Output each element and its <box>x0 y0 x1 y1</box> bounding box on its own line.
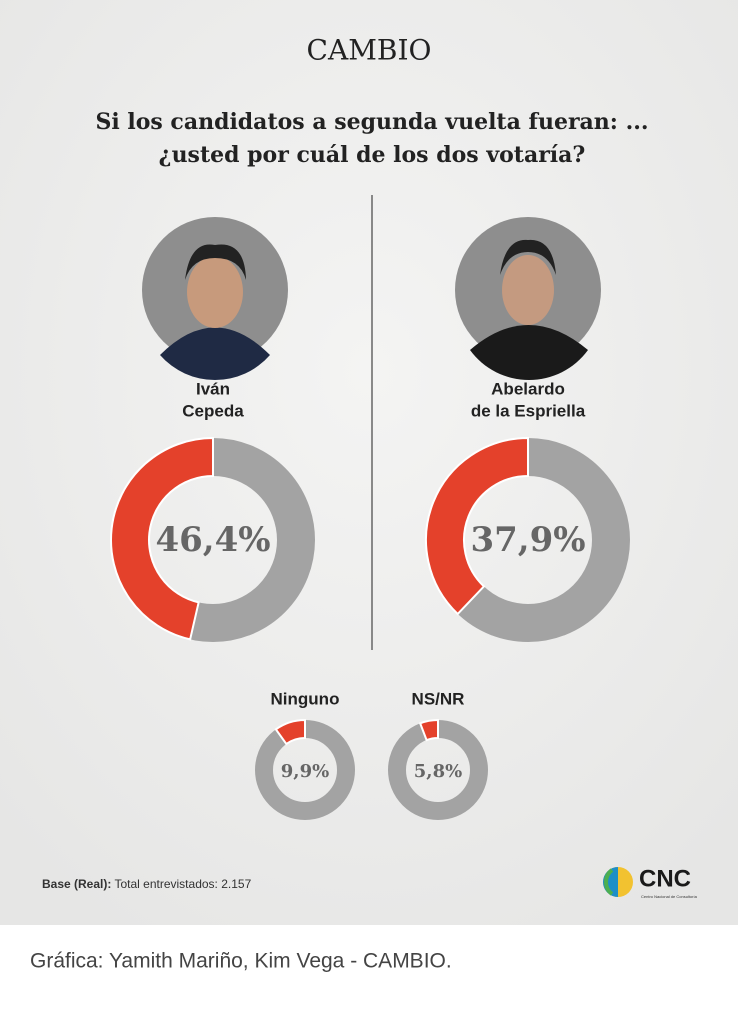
photo <box>455 217 601 381</box>
donut-label: NS/NR <box>412 689 465 708</box>
donut-label: Ninguno <box>271 689 340 708</box>
logo: CNC Centro Nacional de Consultoría <box>603 865 698 899</box>
donut-segment <box>274 718 306 746</box>
base-text: Total entrevistados: 2.157 <box>114 877 251 891</box>
logo-subtitle: Centro Nacional de Consultoría <box>641 894 698 899</box>
donut-label: Iván <box>196 379 230 398</box>
background <box>0 0 738 925</box>
donut-label: de la Espriella <box>471 401 586 420</box>
credit: Gráfica: Yamith Mariño, Kim Vega - CAMBI… <box>30 950 452 973</box>
value-label: 46,4% <box>155 520 270 560</box>
base-label: Base (Real): <box>42 877 111 891</box>
value-label: 9,9% <box>281 761 329 782</box>
donut-label: Cepeda <box>182 401 244 420</box>
brand: CAMBIO <box>307 34 432 67</box>
title-line: Si los candidatos a segunda vuelta fuera… <box>95 109 648 135</box>
title-line: ¿usted por cuál de los dos votaría? <box>159 142 586 168</box>
donut-segment <box>418 718 439 742</box>
photo <box>142 217 288 380</box>
donut-segment <box>110 436 214 641</box>
logo-text: CNC <box>639 865 691 892</box>
donut-label: Abelardo <box>491 379 565 398</box>
value-label: 37,9% <box>470 520 585 560</box>
base-note: Base (Real): Total entrevistados: 2.157 <box>42 877 252 891</box>
donut-segment <box>425 436 529 616</box>
value-label: 5,8% <box>414 761 462 782</box>
